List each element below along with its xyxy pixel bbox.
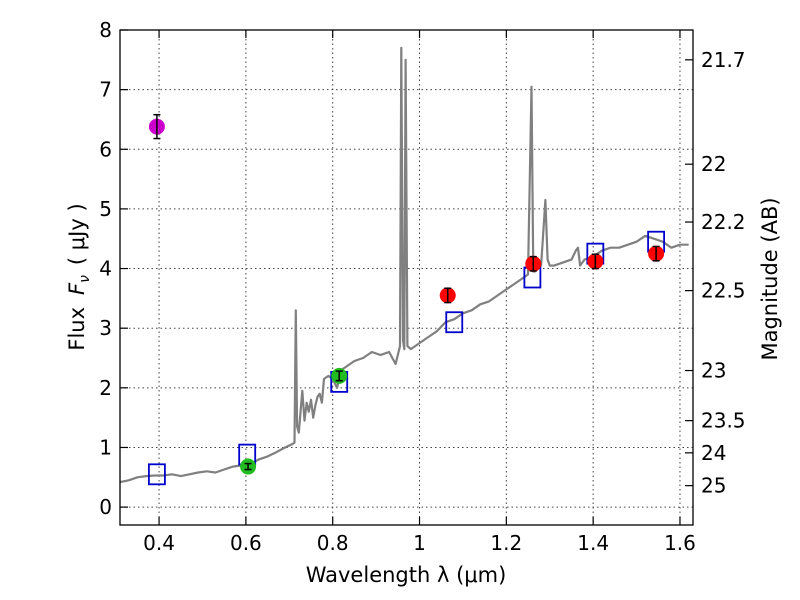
y-axis-title-text: Flux: [65, 307, 89, 351]
plot-frame: [119, 29, 694, 526]
y2-tick-label: 23.5: [701, 409, 746, 433]
y-axis-title: Flux Fν ( μJy ): [65, 203, 93, 350]
y2-axis-title: Magnitude (AB): [758, 197, 782, 360]
y2-tick-label: 25: [701, 474, 726, 498]
y-tick-label: 6: [99, 137, 112, 161]
y-tick-label: 3: [99, 316, 112, 340]
y-tick-label: 5: [99, 197, 112, 221]
observed-photometry-layer: [148, 113, 665, 475]
synthetic-photometry-square: [445, 311, 464, 334]
y-tick-label: 7: [99, 78, 112, 102]
y2-tick-label: 22: [701, 152, 726, 176]
y-tick-label: 1: [99, 435, 112, 459]
x-tick-label: 0.8: [317, 531, 349, 555]
model-spectrum-line: [119, 46, 689, 484]
x-axis-title: Wavelength λ (μm): [306, 563, 507, 587]
x-tick-label: 1.6: [664, 531, 696, 555]
y2-tick-label: 22.5: [701, 279, 746, 303]
x-tick-label: 0.4: [143, 531, 175, 555]
y2-tick-label: 24: [701, 441, 726, 465]
synthetic-photometry-square: [147, 463, 166, 486]
tick-layer: 0.4 0.6 0.8 1 1.2 1.4 1.601234567821.72222.222…: [99, 18, 745, 555]
x-tick-label: 0.6: [230, 531, 262, 555]
y2-tick-label: 23: [701, 359, 726, 383]
y-axis-title-unit: ( μJy ): [65, 203, 89, 265]
x-tick-label: 1.2: [490, 531, 522, 555]
grid-layer: [120, 30, 693, 525]
y-tick-label: 0: [99, 495, 112, 519]
x-tick-label: 1.4: [577, 531, 609, 555]
y2-tick-label: 21.7: [701, 48, 746, 72]
x-tick-label: 1: [413, 531, 426, 555]
y-tick-label: 8: [99, 18, 112, 42]
y-tick-label: 4: [99, 257, 112, 281]
y-axis-title-var: F: [65, 282, 89, 295]
y2-tick-label: 22.2: [701, 210, 746, 234]
y-axis-title-sub: ν: [77, 275, 93, 283]
model-layer: [119, 46, 689, 484]
y-tick-label: 2: [99, 376, 112, 400]
